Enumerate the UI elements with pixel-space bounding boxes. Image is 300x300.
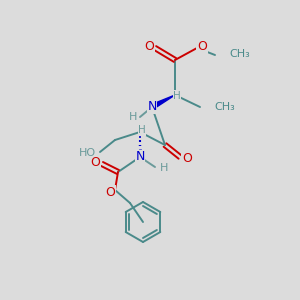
Text: N: N <box>147 100 157 113</box>
Text: O: O <box>182 152 192 164</box>
Text: H: H <box>160 163 168 173</box>
Text: H: H <box>129 112 137 122</box>
Polygon shape <box>151 95 175 109</box>
Text: H: H <box>173 91 181 101</box>
Text: HO: HO <box>79 148 96 158</box>
Text: O: O <box>197 40 207 53</box>
Text: N: N <box>135 151 145 164</box>
Text: O: O <box>90 157 100 169</box>
Text: O: O <box>105 185 115 199</box>
Text: CH₃: CH₃ <box>229 49 250 59</box>
Text: CH₃: CH₃ <box>214 102 235 112</box>
Text: O: O <box>144 40 154 53</box>
Text: H: H <box>138 125 146 135</box>
